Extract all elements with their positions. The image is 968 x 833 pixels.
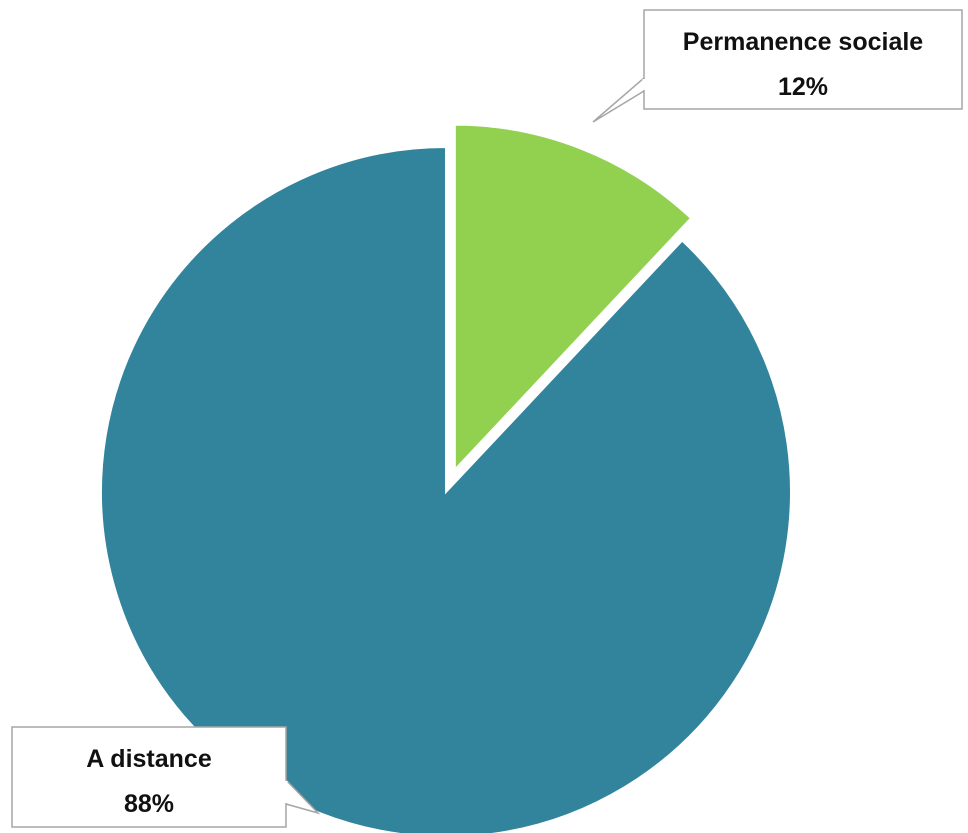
- slice-label: A distance: [86, 745, 212, 773]
- callout-a-distance: A distance 88%: [11, 726, 321, 828]
- pie-slice-permanence-sociale: [453, 123, 693, 473]
- callout-box: [643, 9, 963, 110]
- pie-slice-a-distance: [100, 145, 792, 833]
- slice-value-label: 12%: [778, 73, 828, 101]
- callout-permanence-sociale: Permanence sociale 12%: [592, 9, 963, 123]
- slice-value-label: 88%: [124, 790, 174, 818]
- callout-pointer: [592, 76, 645, 123]
- slice-label: Permanence sociale: [683, 28, 924, 56]
- pie-slices: [100, 123, 792, 833]
- callout-box: [11, 726, 287, 828]
